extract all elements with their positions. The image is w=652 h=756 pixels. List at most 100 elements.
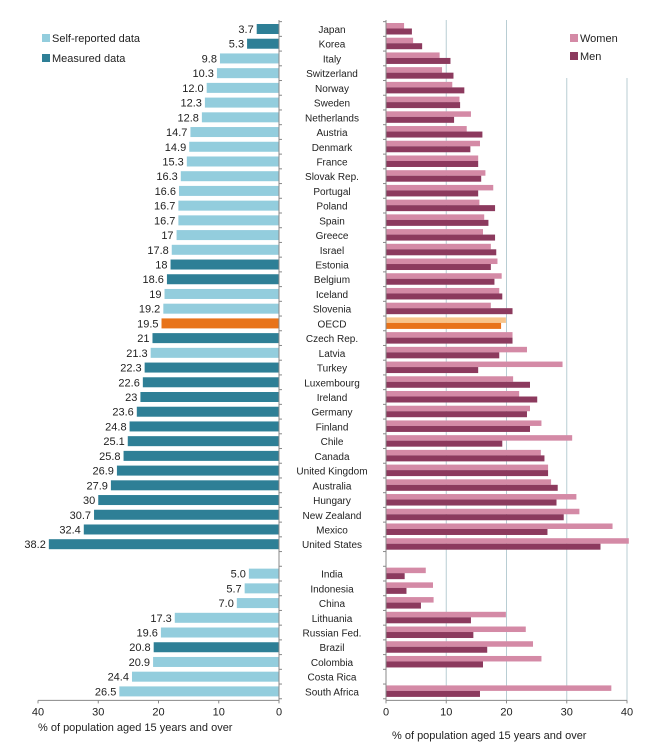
- bar-women: [386, 332, 513, 338]
- bar-women: [386, 126, 467, 132]
- category-label: Estonia: [315, 261, 349, 272]
- bar-measured: [153, 642, 279, 653]
- bar-women: [386, 52, 440, 58]
- bar-men: [386, 190, 479, 197]
- bar-measured: [152, 333, 279, 344]
- bar-men: [386, 205, 496, 212]
- bar-women: [386, 37, 414, 44]
- bar-women: [386, 641, 534, 647]
- bar-women: [386, 155, 479, 161]
- bar-men: [386, 337, 513, 344]
- category-label: New Zealand: [303, 511, 362, 522]
- bar-measured: [166, 274, 279, 285]
- data-label: 12.3: [180, 98, 201, 110]
- category-label: India: [321, 570, 343, 581]
- bar-men: [386, 175, 482, 182]
- bar-women: [386, 199, 480, 206]
- data-label: 22.3: [120, 363, 141, 375]
- bar-men: [386, 573, 405, 580]
- x-tick-label: 10: [213, 706, 225, 718]
- bar-self: [174, 612, 279, 623]
- category-label: Austria: [316, 128, 348, 139]
- x-tick-label: 40: [621, 706, 633, 718]
- bar-women: [386, 685, 612, 691]
- bar-men: [386, 87, 465, 94]
- data-label: 32.4: [59, 524, 80, 536]
- x-tick-label: 20: [500, 706, 512, 718]
- category-label: Colombia: [311, 658, 354, 669]
- category-label: Netherlands: [305, 113, 359, 124]
- bar-measured: [94, 509, 279, 520]
- bar-men: [386, 264, 491, 271]
- bar-women: [386, 243, 491, 250]
- bar-men: [386, 367, 479, 374]
- category-label: Costa Rica: [308, 673, 357, 684]
- bar-self: [236, 598, 279, 609]
- bar-women: [386, 23, 405, 29]
- bar-self: [131, 671, 279, 682]
- bar-measured: [142, 377, 279, 388]
- bar-women: [386, 67, 443, 73]
- data-label: 14.9: [165, 142, 186, 154]
- bar-men: [386, 278, 495, 285]
- bar-men: [386, 72, 454, 79]
- bar-men: [386, 249, 497, 256]
- x-tick-label: 0: [276, 706, 282, 718]
- bar-self: [119, 686, 280, 697]
- bar-measured: [116, 465, 280, 476]
- category-label: Hungary: [313, 496, 351, 507]
- category-label: Sweden: [314, 99, 350, 110]
- data-label: 16.7: [154, 201, 175, 213]
- category-label: Belgium: [314, 275, 350, 286]
- data-label: 17.3: [150, 613, 171, 625]
- bar-women: [386, 479, 552, 485]
- category-label: Korea: [319, 40, 346, 51]
- data-label: 18: [155, 260, 167, 272]
- data-label: 7.0: [219, 598, 234, 610]
- bar-men: [386, 617, 471, 624]
- legend-swatch-women: [570, 34, 578, 42]
- category-label: United States: [302, 540, 362, 551]
- bar-self: [178, 215, 279, 226]
- data-label: 12.8: [177, 112, 198, 124]
- bar-self: [219, 53, 279, 64]
- bar-women: [386, 626, 526, 633]
- data-label: 23: [125, 392, 137, 404]
- bar-self: [189, 141, 279, 152]
- bar-measured: [129, 421, 279, 432]
- legend-swatch-self-reported: [42, 34, 50, 42]
- data-label: 26.9: [93, 466, 114, 478]
- bar-measured: [140, 392, 279, 402]
- bar-self: [160, 627, 279, 638]
- category-label: Russian Fed.: [303, 629, 362, 640]
- bar-women: [386, 582, 433, 588]
- category-label: Switzerland: [306, 69, 358, 80]
- bar-oecd: [161, 318, 279, 329]
- bar-self: [180, 171, 279, 182]
- bar-men: [386, 661, 484, 668]
- category-label: Slovenia: [313, 305, 352, 316]
- bar-women: [386, 229, 484, 235]
- bar-women: [386, 435, 573, 441]
- bar-men: [386, 440, 503, 447]
- bar-self: [178, 185, 279, 196]
- data-label: 16.3: [156, 171, 177, 183]
- category-label: Germany: [311, 408, 352, 419]
- bar-men: [386, 352, 500, 359]
- bar-self: [176, 230, 279, 241]
- data-label: 9.8: [202, 53, 217, 65]
- data-label: 17.8: [147, 245, 168, 257]
- bar-self: [164, 288, 279, 299]
- bar-men: [386, 28, 412, 35]
- left-legend: Self-reported data Measured data: [42, 33, 141, 65]
- bar-men: [386, 690, 480, 697]
- category-label: Iceland: [316, 290, 348, 301]
- bar-measured: [127, 436, 280, 447]
- data-label: 21.3: [126, 348, 147, 360]
- bar-women: [386, 111, 471, 117]
- bar-measured: [110, 480, 279, 491]
- bar-women: [386, 538, 629, 544]
- bar-women: [386, 184, 494, 191]
- bar-self: [248, 568, 279, 579]
